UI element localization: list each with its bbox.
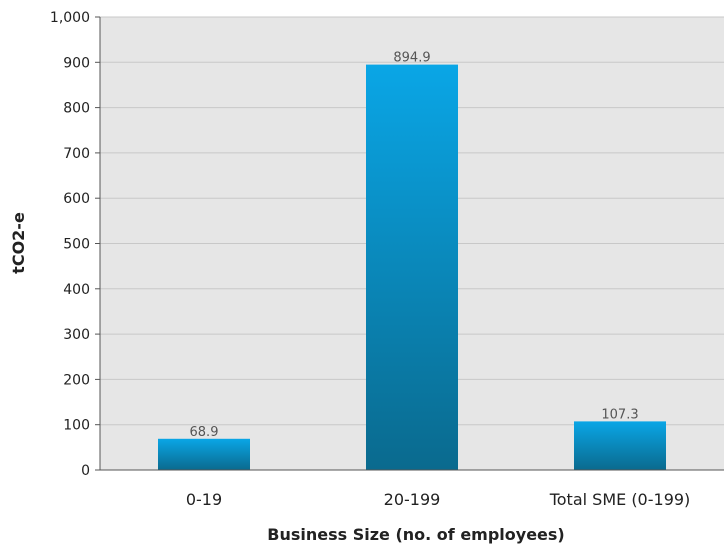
bar-total-sme-0-199 bbox=[574, 421, 666, 470]
y-tick-label: 900 bbox=[63, 55, 90, 71]
y-tick-label: 300 bbox=[63, 327, 90, 343]
y-tick-label: 200 bbox=[63, 372, 90, 388]
data-label: 107.3 bbox=[601, 407, 638, 422]
y-tick-label: 700 bbox=[63, 146, 90, 162]
y-tick-labels: 0 100 200 300 400 500 600 700 800 900 1,000 bbox=[50, 10, 100, 479]
data-labels: 68.9 894.9 107.3 bbox=[190, 51, 639, 440]
y-tick-label: 1,000 bbox=[50, 10, 90, 26]
x-tick-labels: 0-19 20-199 Total SME (0-199) bbox=[186, 490, 690, 509]
data-label: 894.9 bbox=[393, 51, 430, 66]
x-tick-label: Total SME (0-199) bbox=[549, 490, 691, 509]
y-tick-label: 500 bbox=[63, 237, 90, 253]
data-label: 68.9 bbox=[190, 425, 219, 440]
x-tick-label: 20-199 bbox=[384, 490, 441, 509]
y-tick-label: 0 bbox=[81, 463, 90, 479]
bar-0-19 bbox=[158, 438, 250, 470]
y-tick-label: 800 bbox=[63, 101, 90, 117]
bars bbox=[158, 64, 666, 471]
x-tick-label: 0-19 bbox=[186, 490, 222, 509]
y-tick-label: 100 bbox=[63, 418, 90, 434]
y-axis-title: tCO2-e bbox=[9, 212, 28, 274]
x-axis-title: Business Size (no. of employees) bbox=[267, 525, 564, 544]
bar-20-199 bbox=[366, 64, 458, 471]
y-tick-label: 400 bbox=[63, 282, 90, 298]
y-tick-label: 600 bbox=[63, 191, 90, 207]
